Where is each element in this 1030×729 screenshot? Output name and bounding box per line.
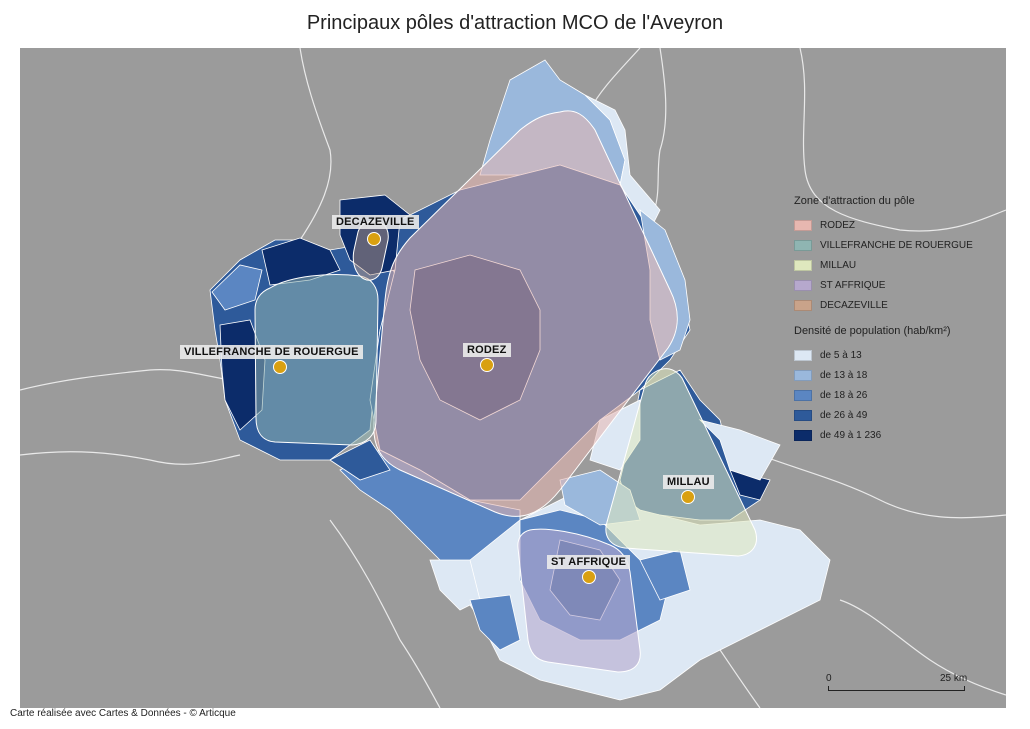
zone-rodez — [373, 110, 678, 517]
commune-nw2 — [211, 264, 263, 311]
map-svg — [20, 48, 1006, 708]
legend-density-label: de 5 à 13 — [820, 349, 862, 361]
legend-swatch-rodez — [794, 219, 812, 231]
scale-line — [828, 690, 964, 691]
map-legend: Zone d'attraction du pôle RODEZ VILLEFRA… — [794, 195, 973, 445]
pole-label-staffrique: ST AFFRIQUE — [547, 555, 631, 569]
legend-swatch-staffrique — [794, 279, 812, 291]
commune-south-light-left — [429, 559, 481, 611]
commune-nw — [261, 237, 341, 286]
legend-density-label: de 13 à 18 — [820, 369, 868, 381]
commune-south-mid — [469, 594, 521, 651]
pole-label-millau: MILLAU — [663, 475, 714, 489]
legend-density-row: de 26 à 49 — [794, 405, 973, 425]
legend-swatch-density-3 — [794, 389, 812, 401]
legend-swatch-density-2 — [794, 369, 812, 381]
legend-zone-row: VILLEFRANCHE DE ROUERGUE — [794, 235, 973, 255]
commune-north-light — [584, 94, 661, 231]
legend-density-label: de 18 à 26 — [820, 389, 868, 401]
legend-zones-title: Zone d'attraction du pôle — [794, 195, 915, 207]
scale-tick-right — [964, 686, 965, 691]
marker-villefranche — [273, 360, 287, 374]
commune-sw2 — [329, 439, 391, 481]
legend-density-label: de 26 à 49 — [820, 409, 868, 421]
pole-markers — [273, 232, 695, 584]
marker-millau — [681, 490, 695, 504]
marker-rodez — [480, 358, 494, 372]
pole-label-decazeville: DECAZEVILLE — [332, 215, 419, 229]
legend-zone-row: MILLAU — [794, 255, 973, 275]
legend-swatch-density-4 — [794, 409, 812, 421]
scale-bar: 0 25 km — [826, 673, 976, 699]
zones-layer — [254, 110, 757, 673]
marker-staffrique — [582, 570, 596, 584]
commune-se — [698, 419, 781, 481]
map-title: Principaux pôles d'attraction MCO de l'A… — [306, 12, 724, 34]
legend-density-title: Densité de population (hab/km²) — [794, 325, 951, 337]
scale-tick-left — [828, 686, 829, 691]
pole-label-villefranche: VILLEFRANCHE DE ROUERGUE — [180, 345, 363, 359]
legend-density-row: de 5 à 13 — [794, 345, 973, 365]
legend-density-row: de 49 à 1 236 — [794, 425, 973, 445]
marker-decazeville — [367, 232, 381, 246]
map-area[interactable]: DECAZEVILLE VILLEFRANCHE DE ROUERGUE ROD… — [20, 48, 1006, 708]
legend-zone-label: VILLEFRANCHE DE ROUERGUE — [820, 239, 973, 251]
legend-swatch-density-1 — [794, 349, 812, 361]
legend-zone-row: DECAZEVILLE — [794, 295, 973, 315]
legend-zone-label: MILLAU — [820, 259, 857, 271]
legend-zone-label: DECAZEVILLE — [820, 299, 888, 311]
legend-density-label: de 49 à 1 236 — [820, 429, 882, 441]
legend-swatch-millau — [794, 259, 812, 271]
scale-start-label: 0 — [826, 673, 832, 684]
legend-swatch-villefranche — [794, 239, 812, 251]
zone-villefranche — [254, 274, 379, 446]
commune-south-east — [639, 549, 691, 601]
scale-end-label: 25 km — [940, 673, 968, 684]
credit-text: Carte réalisée avec Cartes & Données - ©… — [10, 708, 236, 719]
legend-swatch-density-5 — [794, 429, 812, 441]
legend-zone-row: ST AFFRIQUE — [794, 275, 973, 295]
legend-density-row: de 18 à 26 — [794, 385, 973, 405]
zone-millau — [605, 368, 757, 557]
pole-label-rodez: RODEZ — [463, 343, 511, 357]
legend-zone-label: ST AFFRIQUE — [820, 279, 886, 291]
legend-density-row: de 13 à 18 — [794, 365, 973, 385]
legend-zone-row: RODEZ — [794, 215, 973, 235]
legend-zone-label: RODEZ — [820, 219, 855, 231]
legend-swatch-decazeville — [794, 299, 812, 311]
